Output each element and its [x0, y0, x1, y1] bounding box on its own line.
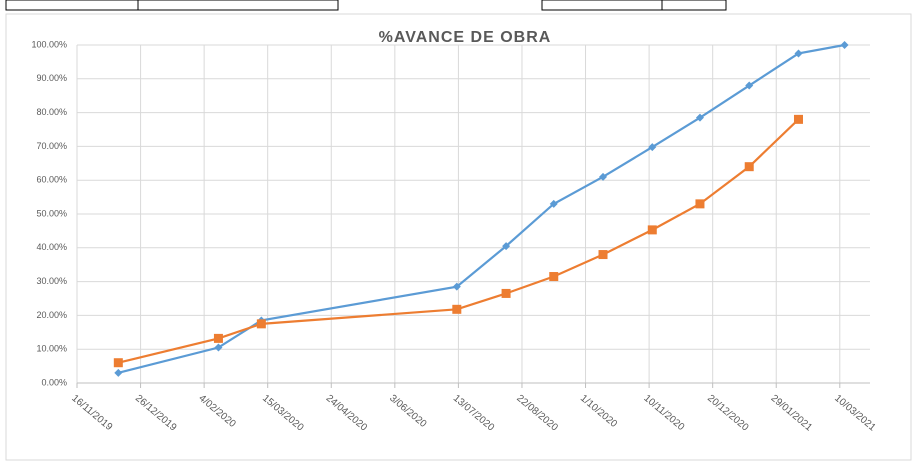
y-tick-label: 70.00%	[36, 141, 67, 151]
point	[501, 288, 511, 298]
cell	[137, 0, 339, 11]
point	[840, 41, 849, 49]
point	[213, 333, 223, 343]
y-tick-label: 60.00%	[36, 175, 67, 185]
point	[695, 113, 704, 122]
point	[502, 242, 511, 251]
y-tick-label: 30.00%	[36, 276, 67, 286]
y-tick-label: 100.00%	[31, 39, 67, 49]
point	[695, 199, 705, 209]
point	[452, 304, 462, 314]
point	[113, 358, 123, 368]
point	[549, 272, 559, 282]
y-tick-label: 90.00%	[36, 73, 67, 83]
point	[452, 282, 461, 291]
point	[598, 250, 608, 260]
y-tick-label: 0.00%	[41, 377, 67, 387]
y-tick-label: 50.00%	[36, 208, 67, 218]
chart-title: %AVANCE DE OBRA	[379, 29, 552, 46]
y-tick-label: 80.00%	[36, 107, 67, 117]
series-line	[118, 43, 845, 374]
point	[214, 343, 223, 352]
chart-border	[5, 13, 912, 461]
point	[745, 81, 754, 90]
point	[793, 114, 803, 124]
point	[648, 143, 657, 152]
point	[647, 225, 657, 235]
point	[256, 319, 266, 329]
point	[599, 172, 608, 181]
y-tick-label: 10.00%	[36, 344, 67, 354]
point	[114, 368, 123, 377]
cell	[661, 0, 727, 11]
y-tick-label: 40.00%	[36, 242, 67, 252]
point	[794, 49, 803, 58]
point	[549, 199, 558, 208]
point	[744, 162, 754, 172]
y-tick-label: 20.00%	[36, 310, 67, 320]
